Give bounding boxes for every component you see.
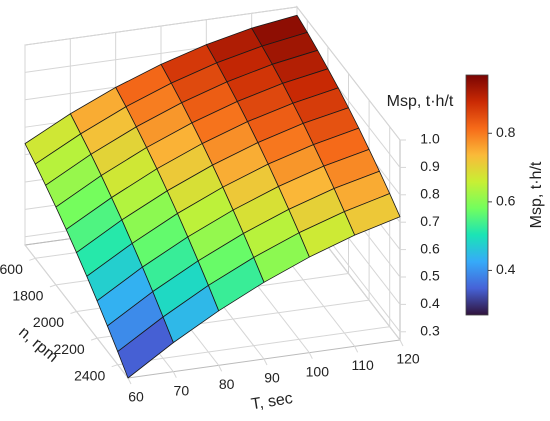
colorbar-tick-label: 0.4: [496, 261, 516, 277]
x-tick: [308, 352, 313, 359]
x-tick: [354, 346, 359, 353]
x-tick: [172, 371, 177, 378]
x-tick: [127, 377, 132, 385]
colorbar-label: Msp, t·h/t: [528, 161, 545, 228]
z-tick-label: 0.9: [420, 158, 440, 174]
y-tick: [70, 311, 77, 314]
y-tick-label: 2200: [54, 341, 85, 357]
z-axis-label: Msp, t·h/t: [387, 93, 454, 110]
colorbar: [465, 74, 489, 316]
y-tick-label: 1600: [0, 261, 23, 277]
x-tick-label: 90: [264, 370, 280, 386]
x-tick-label: 100: [306, 363, 330, 379]
x-tick: [218, 365, 223, 372]
colorbar-tick-label: 0.8: [496, 124, 516, 140]
grid-line: [117, 326, 390, 366]
surface: [24, 14, 401, 379]
y-tick: [111, 364, 118, 368]
z-tick-label: 0.3: [420, 322, 440, 338]
z-tick-label: 1.0: [420, 131, 440, 147]
y-tick: [49, 284, 57, 288]
y-tick-label: 2000: [33, 314, 64, 330]
x-tick: [399, 339, 404, 347]
x-tick-label: 80: [219, 376, 235, 392]
y-tick-label: 1800: [12, 288, 43, 304]
z-tick-label: 0.6: [420, 240, 440, 256]
z-tick-label: 0.5: [420, 268, 440, 284]
grid-line: [24, 6, 298, 46]
grid-line: [296, 6, 401, 141]
y-tick: [29, 257, 36, 261]
z-tick-label: 0.8: [420, 185, 440, 201]
y-tick-label: 2400: [74, 367, 105, 383]
surface-face: [117, 316, 174, 379]
colorbar-tick-label: 0.6: [496, 193, 516, 209]
x-tick: [263, 358, 268, 366]
x-tick-label: 60: [128, 389, 144, 405]
x-tick-label: 120: [396, 351, 420, 367]
x-tick-label: 110: [352, 357, 375, 373]
y-tick: [90, 337, 98, 341]
x-axis-label: T, sec: [250, 390, 294, 413]
x-tick-label: 70: [174, 382, 190, 398]
z-tick-label: 0.4: [420, 295, 440, 311]
z-tick-label: 0.7: [420, 213, 440, 229]
